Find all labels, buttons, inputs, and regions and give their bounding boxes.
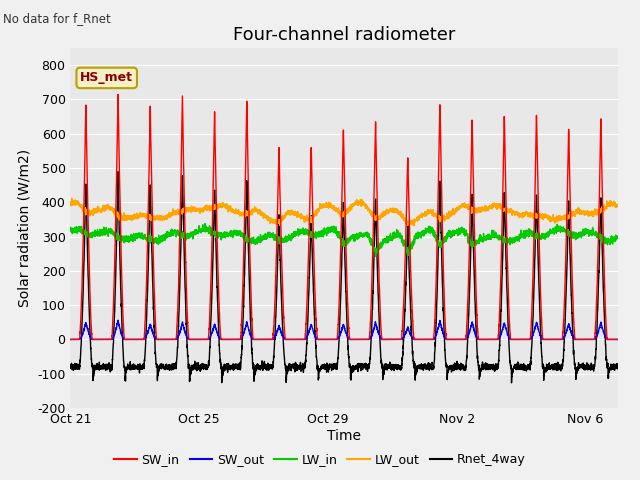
LW_out bbox=[534, 215, 542, 220]
SW_out bbox=[67, 336, 74, 342]
SW_in bbox=[334, 331, 342, 336]
Rnet_4way bbox=[534, 252, 542, 258]
SW_out bbox=[334, 336, 342, 342]
SW_out bbox=[285, 336, 293, 342]
Rnet_4way bbox=[269, 359, 277, 364]
LW_out bbox=[340, 213, 348, 218]
SW_out bbox=[380, 336, 388, 342]
SW_out bbox=[115, 317, 122, 323]
LW_out bbox=[67, 201, 74, 206]
Rnet_4way bbox=[114, 169, 122, 175]
LW_in bbox=[67, 226, 74, 231]
Y-axis label: Solar radiation (W/m2): Solar radiation (W/m2) bbox=[18, 149, 31, 307]
SW_out bbox=[534, 324, 541, 330]
Line: LW_out: LW_out bbox=[70, 198, 618, 226]
LW_out bbox=[380, 212, 388, 217]
SW_in bbox=[285, 336, 293, 342]
LW_out bbox=[68, 195, 76, 201]
SW_in bbox=[269, 333, 277, 338]
SW_in bbox=[67, 336, 74, 342]
LW_out bbox=[269, 220, 277, 226]
SW_in bbox=[114, 92, 122, 97]
LW_in bbox=[269, 235, 277, 240]
X-axis label: Time: Time bbox=[327, 429, 361, 443]
LW_in bbox=[372, 253, 380, 259]
LW_in bbox=[614, 234, 621, 240]
LW_in bbox=[381, 236, 388, 242]
Text: HS_met: HS_met bbox=[80, 72, 133, 84]
LW_out bbox=[614, 204, 621, 209]
Rnet_4way bbox=[285, 364, 293, 370]
LW_out bbox=[285, 210, 293, 216]
Rnet_4way bbox=[334, 359, 342, 365]
Text: No data for f_Rnet: No data for f_Rnet bbox=[3, 12, 111, 25]
LW_out bbox=[410, 223, 418, 228]
Line: LW_in: LW_in bbox=[70, 224, 618, 256]
Rnet_4way bbox=[67, 365, 74, 371]
SW_in bbox=[340, 140, 348, 146]
SW_out bbox=[269, 336, 277, 342]
LW_in bbox=[285, 235, 293, 241]
Title: Four-channel radiometer: Four-channel radiometer bbox=[233, 25, 455, 44]
Legend: SW_in, SW_out, LW_in, LW_out, Rnet_4way: SW_in, SW_out, LW_in, LW_out, Rnet_4way bbox=[109, 448, 531, 471]
Rnet_4way bbox=[614, 366, 621, 372]
LW_in bbox=[534, 234, 542, 240]
Line: Rnet_4way: Rnet_4way bbox=[70, 172, 618, 383]
SW_in bbox=[380, 336, 388, 342]
LW_in bbox=[334, 229, 342, 235]
Line: SW_in: SW_in bbox=[70, 95, 618, 339]
SW_out bbox=[340, 322, 348, 328]
SW_in bbox=[614, 336, 621, 342]
LW_out bbox=[334, 209, 342, 215]
Rnet_4way bbox=[508, 380, 515, 385]
LW_in bbox=[201, 221, 209, 227]
Line: SW_out: SW_out bbox=[70, 320, 618, 339]
LW_in bbox=[340, 240, 348, 245]
Rnet_4way bbox=[380, 366, 388, 372]
Rnet_4way bbox=[340, 209, 348, 215]
SW_out bbox=[614, 336, 621, 342]
SW_in bbox=[534, 185, 541, 191]
